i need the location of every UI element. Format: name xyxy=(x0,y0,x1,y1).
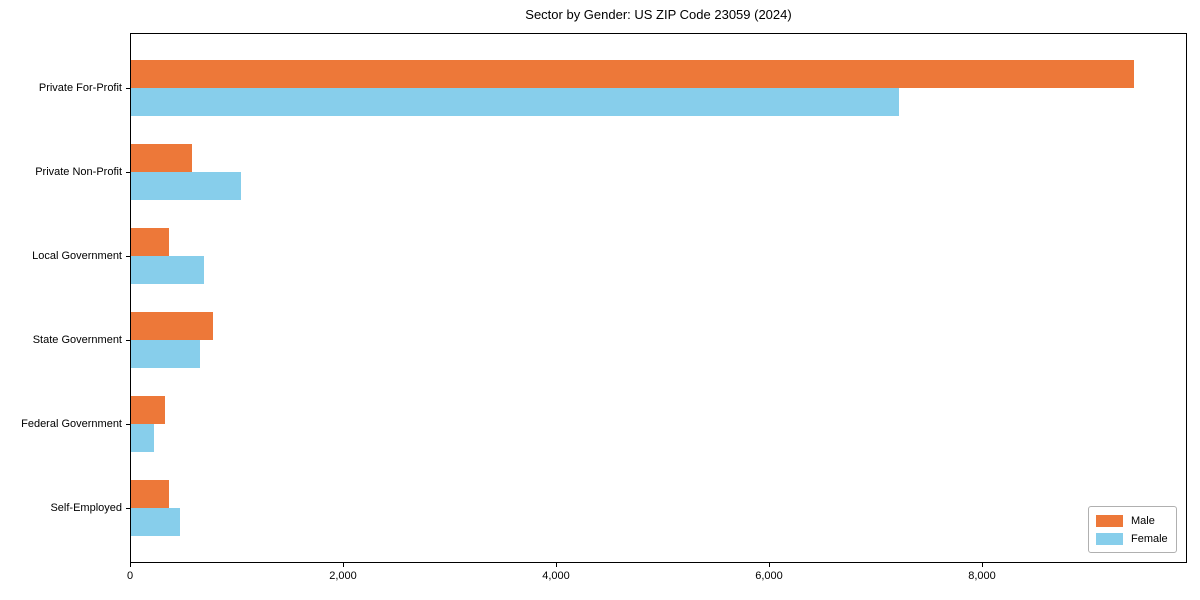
y-axis-label-self-employed: Self-Employed xyxy=(50,502,122,514)
x-tick-label-6000: 6,000 xyxy=(755,570,783,582)
legend-entry-female: Female xyxy=(1096,531,1169,546)
x-tick-label-4000: 4,000 xyxy=(542,570,570,582)
legend: Male Female xyxy=(1088,506,1177,553)
bar-male-federal-government xyxy=(131,396,166,424)
plot-area xyxy=(130,33,1187,563)
x-tick-label-8000: 8,000 xyxy=(968,570,996,582)
bar-female-local-government xyxy=(131,256,205,284)
legend-swatch-male xyxy=(1096,514,1123,527)
x-tick-mark-2000 xyxy=(342,563,344,567)
y-axis-label-federal-government: Federal Government xyxy=(21,418,122,430)
x-tick-mark-8000 xyxy=(981,563,983,567)
y-tick-mark-local-government xyxy=(126,256,130,257)
bar-male-private-non-profit xyxy=(131,144,193,172)
bar-male-private-for-profit xyxy=(131,60,1135,88)
y-tick-mark-state-government xyxy=(126,340,130,341)
x-tick-mark-4000 xyxy=(555,563,557,567)
legend-label-male: Male xyxy=(1131,514,1155,527)
legend-entry-male: Male xyxy=(1096,513,1169,528)
y-axis-label-state-government: State Government xyxy=(32,334,122,346)
bar-male-self-employed xyxy=(131,480,169,508)
bar-male-state-government xyxy=(131,312,214,340)
y-tick-mark-private-for-profit xyxy=(126,88,130,89)
y-tick-mark-private-non-profit xyxy=(126,172,130,173)
bar-male-local-government xyxy=(131,228,169,256)
y-tick-mark-self-employed xyxy=(126,508,130,509)
y-axis-label-private-for-profit: Private For-Profit xyxy=(38,82,122,94)
x-tick-mark-6000 xyxy=(768,563,770,567)
x-tick-mark-0 xyxy=(130,563,131,567)
x-tick-label-2000: 2,000 xyxy=(329,570,357,582)
chart-title: Sector by Gender: US ZIP Code 23059 (202… xyxy=(525,7,792,22)
bar-female-federal-government xyxy=(131,424,154,452)
y-axis-label-private-non-profit: Private Non-Profit xyxy=(35,166,122,178)
bar-female-private-non-profit xyxy=(131,172,241,200)
bar-female-self-employed xyxy=(131,508,181,536)
y-tick-mark-federal-government xyxy=(126,424,130,425)
legend-label-female: Female xyxy=(1131,532,1168,545)
bar-female-private-for-profit xyxy=(131,88,899,116)
bar-female-state-government xyxy=(131,340,200,368)
x-tick-label-0: 0 xyxy=(126,570,134,582)
legend-swatch-female xyxy=(1096,532,1123,545)
y-axis-label-local-government: Local Government xyxy=(32,250,122,262)
